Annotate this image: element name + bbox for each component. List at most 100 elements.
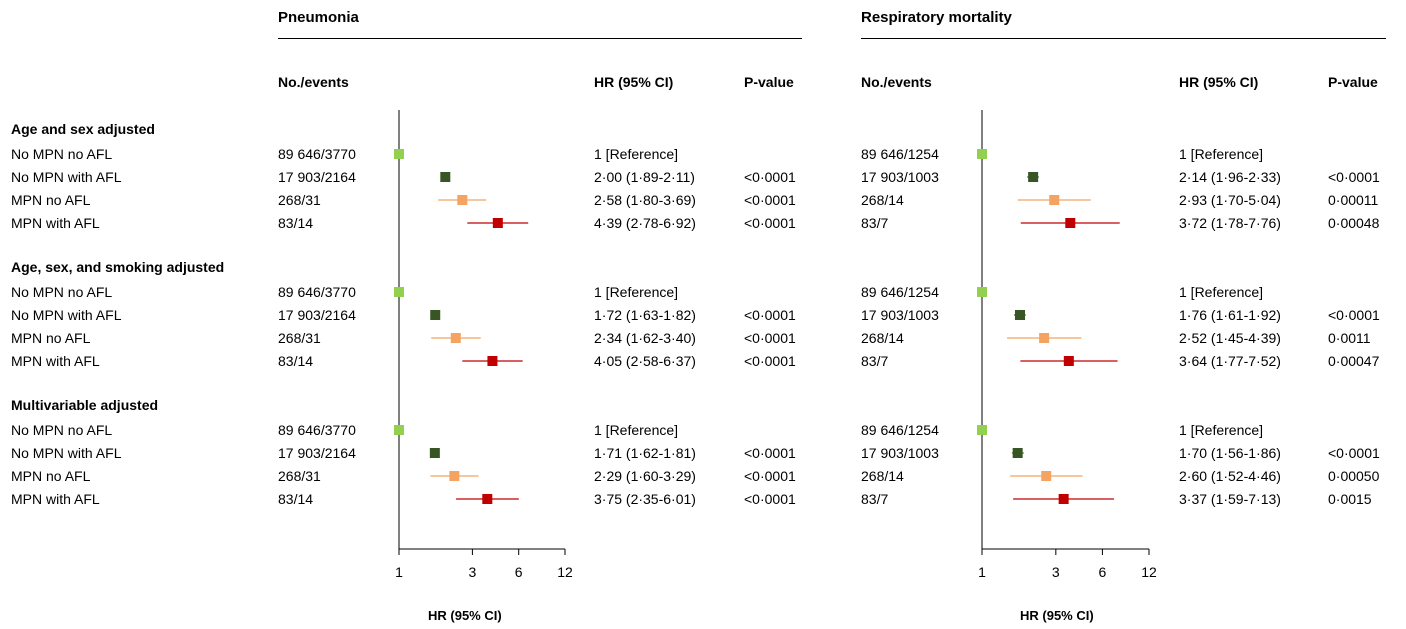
events-cell: 268/14 xyxy=(861,330,904,346)
pneumonia-p-header: P-value xyxy=(744,74,794,90)
hr-cell: 2·93 (1·70-5·04) xyxy=(1179,192,1281,208)
hr-point xyxy=(1058,494,1069,504)
respiratory-mortality-title: Respiratory mortality xyxy=(861,9,1012,26)
hr-point xyxy=(440,172,451,182)
hr-cell: 3·75 (2·35-6·01) xyxy=(594,491,696,507)
group-heading-age-sex-smoking: Age, sex, and smoking adjusted xyxy=(11,259,225,275)
x-tick-label: 12 xyxy=(557,564,573,580)
hr-point xyxy=(1014,310,1025,320)
p-cell: 0·00011 xyxy=(1328,192,1379,208)
respiratory-mortality-title-rule xyxy=(861,38,1386,39)
hr-point xyxy=(450,333,461,343)
events-cell: 83/7 xyxy=(861,491,889,507)
events-cell: 83/14 xyxy=(278,215,314,231)
pneumonia-hr-header: HR (95% CI) xyxy=(594,74,674,90)
hr-cell: 2·00 (1·89-2·11) xyxy=(594,169,695,185)
hr-point xyxy=(977,287,987,297)
p-cell: <0·0001 xyxy=(744,491,796,507)
hr-point xyxy=(1028,172,1039,182)
x-tick-label: 6 xyxy=(1099,564,1107,580)
pneumonia-title-rule xyxy=(278,38,802,39)
x-tick-label: 3 xyxy=(1052,564,1060,580)
events-cell: 83/7 xyxy=(861,215,889,231)
p-cell: 0·0015 xyxy=(1328,491,1372,507)
events-cell: 268/31 xyxy=(278,192,321,208)
row-label: No MPN with AFL xyxy=(11,169,122,185)
row-label: No MPN no AFL xyxy=(11,146,113,162)
hr-cell: 1·76 (1·61-1·92) xyxy=(1179,307,1281,323)
events-cell: 17 903/1003 xyxy=(861,445,939,461)
events-cell: 17 903/2164 xyxy=(278,445,356,461)
row-label: MPN no AFL xyxy=(11,192,91,208)
events-cell: 268/31 xyxy=(278,468,321,484)
hr-point xyxy=(1063,356,1074,366)
hr-point xyxy=(977,425,987,435)
events-cell: 89 646/1254 xyxy=(861,284,939,300)
hr-cell: 2·34 (1·62-3·40) xyxy=(594,330,696,346)
p-cell: 0·00048 xyxy=(1328,215,1380,231)
hr-point xyxy=(449,471,460,481)
respiratory-events-header: No./events xyxy=(861,74,932,90)
hr-point xyxy=(482,494,493,504)
hr-cell: 4·39 (2·78-6·92) xyxy=(594,215,696,231)
events-cell: 83/14 xyxy=(278,353,314,369)
p-cell: <0·0001 xyxy=(1328,307,1380,323)
hr-cell: 3·72 (1·78-7·76) xyxy=(1179,215,1281,231)
hr-point xyxy=(1049,195,1060,205)
hr-point xyxy=(429,448,440,458)
events-cell: 17 903/1003 xyxy=(861,169,939,185)
hr-cell: 1 [Reference] xyxy=(1179,284,1264,300)
x-tick-label: 12 xyxy=(1141,564,1157,580)
hr-point xyxy=(977,149,987,159)
hr-point xyxy=(1065,218,1076,228)
events-cell: 17 903/2164 xyxy=(278,169,356,185)
p-cell: <0·0001 xyxy=(744,215,796,231)
hr-cell: 2·52 (1·45-4·39) xyxy=(1179,330,1281,346)
row-label: No MPN with AFL xyxy=(11,307,122,323)
hr-cell: 1·72 (1·63-1·82) xyxy=(594,307,696,323)
hr-point xyxy=(457,195,468,205)
hr-point xyxy=(1039,333,1050,343)
pneumonia-x-axis-label: HR (95% CI) xyxy=(428,608,502,623)
hr-cell: 1 [Reference] xyxy=(594,422,679,438)
hr-cell: 3·37 (1·59-7·13) xyxy=(1179,491,1281,507)
hr-cell: 2·58 (1·80-3·69) xyxy=(594,192,696,208)
events-cell: 17 903/2164 xyxy=(278,307,356,323)
hr-point xyxy=(430,310,441,320)
p-cell: <0·0001 xyxy=(1328,169,1380,185)
events-cell: 83/14 xyxy=(278,491,314,507)
x-tick-label: 1 xyxy=(395,564,403,580)
pneumonia-title: Pneumonia xyxy=(278,9,359,26)
events-cell: 89 646/3770 xyxy=(278,284,356,300)
hr-point xyxy=(487,356,498,366)
events-cell: 83/7 xyxy=(861,353,889,369)
p-cell: <0·0001 xyxy=(744,330,796,346)
events-cell: 268/31 xyxy=(278,330,321,346)
p-cell: <0·0001 xyxy=(744,169,796,185)
hr-cell: 1 [Reference] xyxy=(594,146,679,162)
hr-cell: 2·29 (1·60-3·29) xyxy=(594,468,696,484)
hr-cell: 1·71 (1·62-1·81) xyxy=(594,445,696,461)
row-label: No MPN with AFL xyxy=(11,445,122,461)
respiratory-hr-header: HR (95% CI) xyxy=(1179,74,1259,90)
pneumonia-events-header: No./events xyxy=(278,74,349,90)
hr-cell: 1 [Reference] xyxy=(1179,146,1264,162)
events-cell: 17 903/1003 xyxy=(861,307,939,323)
events-cell: 89 646/3770 xyxy=(278,422,356,438)
hr-point xyxy=(394,425,404,435)
respiratory-p-header: P-value xyxy=(1328,74,1378,90)
hr-cell: 2·14 (1·96-2·33) xyxy=(1179,169,1281,185)
hr-point xyxy=(394,149,404,159)
hr-point xyxy=(492,218,503,228)
row-label: MPN with AFL xyxy=(11,215,100,231)
hr-cell: 2·60 (1·52-4·46) xyxy=(1179,468,1281,484)
x-tick-label: 3 xyxy=(468,564,476,580)
p-cell: <0·0001 xyxy=(744,192,796,208)
p-cell: <0·0001 xyxy=(744,353,796,369)
respiratory-x-axis-label: HR (95% CI) xyxy=(1020,608,1094,623)
row-label: MPN with AFL xyxy=(11,353,100,369)
p-cell: 0·00050 xyxy=(1328,468,1380,484)
p-cell: 0·00047 xyxy=(1328,353,1380,369)
events-cell: 89 646/1254 xyxy=(861,146,939,162)
